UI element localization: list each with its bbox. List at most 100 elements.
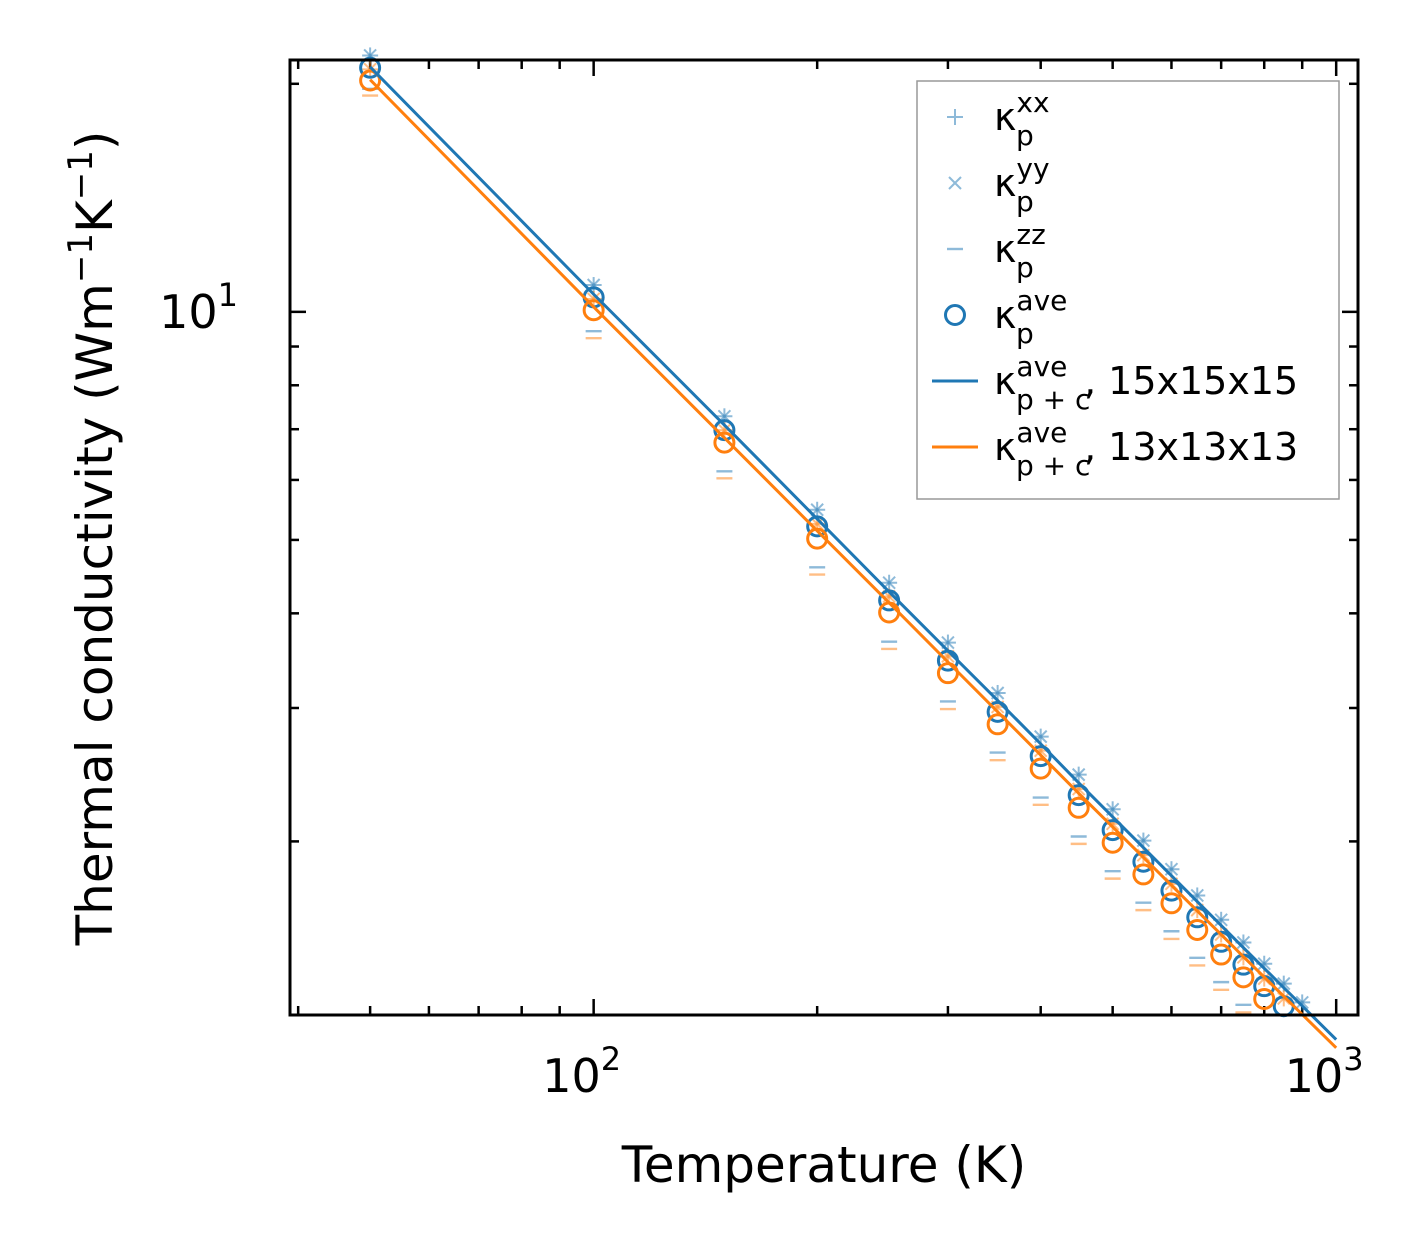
point-kp_ave_13 [1029, 757, 1052, 780]
legend-label: κxx [994, 86, 1050, 139]
point-kp_ave_13 [936, 662, 959, 685]
legend-marker-circle [944, 304, 966, 326]
y-axis-label-main: Thermal conductivity (Wm [66, 283, 124, 946]
point-kp_ave_13 [986, 713, 1009, 736]
point-kp_ave_15 [1067, 784, 1090, 807]
legend-marker-plus [947, 109, 963, 125]
x-tick-label: 103 [1285, 1040, 1364, 1103]
y-tick-label-base: 10 [159, 285, 218, 339]
point-kp_ave_15 [1029, 745, 1052, 768]
legend-suffix: , 15x15x15 [1084, 359, 1298, 403]
legend-symbol: κ [994, 227, 1016, 271]
x-tick-label-base: 10 [542, 1049, 601, 1103]
point-kp_ave_15 [1160, 879, 1183, 902]
point-kp_yy_15 [1257, 957, 1271, 971]
y-axis-label-end: ) [66, 131, 124, 151]
series-kp_zz_13 [362, 94, 1252, 1014]
y-tick-labels: 101 [159, 276, 238, 339]
y-tick-label: 101 [159, 276, 238, 339]
y-axis-label-sup1: −1 [61, 233, 101, 283]
y-axis-label: Thermal conductivity (Wm−1K−1) [61, 131, 124, 947]
series-kp_ave_13 [359, 69, 1276, 1010]
point-kp_ave_13 [878, 601, 901, 624]
point-kp_ave_13 [1253, 987, 1276, 1010]
point-kp_ave_15 [1210, 930, 1233, 953]
legend-label: κyy [994, 152, 1050, 205]
point-kp_ave_13 [1101, 831, 1124, 854]
point-kp_ave_13 [1232, 966, 1255, 989]
series-kp_zz_15 [362, 87, 1252, 1007]
point-kp_yy_15-b [1295, 995, 1309, 1010]
x-tick-label-exp: 2 [601, 1040, 621, 1078]
point-kp_yy_15-b [1257, 957, 1271, 971]
point-kp_yy_15 [1277, 976, 1291, 991]
point-kp_yy_15 [1214, 913, 1228, 927]
x-tick-label-base: 10 [1285, 1049, 1344, 1103]
legend-sub-label: p [1016, 185, 1034, 218]
legend-label: κave [994, 284, 1067, 337]
point-kp_ave_13 [1186, 918, 1209, 941]
point-kp_yy_15-b [1214, 913, 1228, 927]
point-kp_ave_15 [359, 56, 382, 79]
y-axis-label-sup2: −1 [61, 150, 101, 200]
data-series [359, 47, 1338, 1049]
legend-sup: ave [1016, 350, 1067, 383]
legend-label: κave [994, 350, 1067, 403]
point-kp_yy_15-b [1277, 976, 1291, 991]
line-kp_c_13 [369, 78, 1338, 1049]
legend-symbol: κ [994, 425, 1016, 469]
series-kp_c_15 [369, 65, 1338, 1041]
point-kp_ave_13 [713, 431, 736, 454]
legend-symbol: κ [994, 95, 1016, 139]
legend-sup: zz [1016, 218, 1045, 251]
legend-sup: ave [1016, 416, 1067, 449]
legend-sub-label: p [1016, 317, 1034, 350]
point-kp_ave_13 [1067, 796, 1090, 819]
legend-symbol: κ [994, 359, 1016, 403]
legend-marker-x [948, 176, 962, 190]
x-tick-labels: 102 103 [542, 1040, 1363, 1103]
point-kp_ave_13 [582, 299, 605, 322]
legend-label: κave [994, 416, 1067, 469]
legend-suffix: , 13x13x13 [1084, 425, 1298, 469]
legend-sup: xx [1016, 86, 1049, 119]
legend-sup: yy [1016, 152, 1049, 185]
legend-label: κzz [994, 218, 1046, 271]
point-kp_yy_15 [1295, 995, 1309, 1010]
legend-symbol: κ [994, 293, 1016, 337]
plot-frame [288, 58, 1360, 1017]
x-tick-label: 102 [542, 1040, 621, 1103]
point-kp_yy_13-b [1277, 991, 1291, 1006]
x-axis-label: Temperature (K) [621, 1136, 1026, 1194]
legend-box [916, 80, 1340, 500]
legend-marker-x-b [948, 176, 962, 190]
line-kp_c_15 [369, 65, 1338, 1041]
x-tick-label-exp: 3 [1343, 1040, 1363, 1078]
point-kp_ave_15 [1132, 850, 1155, 873]
legend-sub-label: p + c [1016, 449, 1090, 482]
series-kp_c_13 [369, 78, 1338, 1049]
point-kp_ave_15 [1101, 819, 1124, 842]
legend-sub-label: p [1016, 119, 1034, 152]
point-kp_ave_13 [1210, 943, 1233, 966]
legend-sub-label: p [1016, 251, 1034, 284]
point-kp_yy_15 [1236, 935, 1251, 950]
legend-symbol: κ [994, 161, 1016, 205]
legend-sub-label: p + c [1016, 383, 1090, 416]
point-kp_ave_13 [1160, 892, 1183, 915]
point-kp_ave_13 [359, 69, 382, 92]
point-kp_ave_13 [1132, 863, 1155, 886]
y-axis-label-mid: K [66, 199, 124, 233]
point-kp_yy_15-b [1236, 935, 1251, 950]
y-tick-label-exp: 1 [218, 276, 238, 314]
point-kp_ave_15 [1186, 906, 1209, 929]
